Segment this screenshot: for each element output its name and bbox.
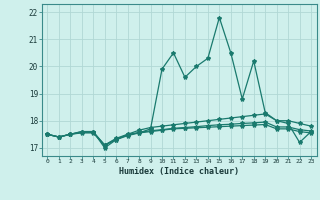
X-axis label: Humidex (Indice chaleur): Humidex (Indice chaleur): [119, 167, 239, 176]
